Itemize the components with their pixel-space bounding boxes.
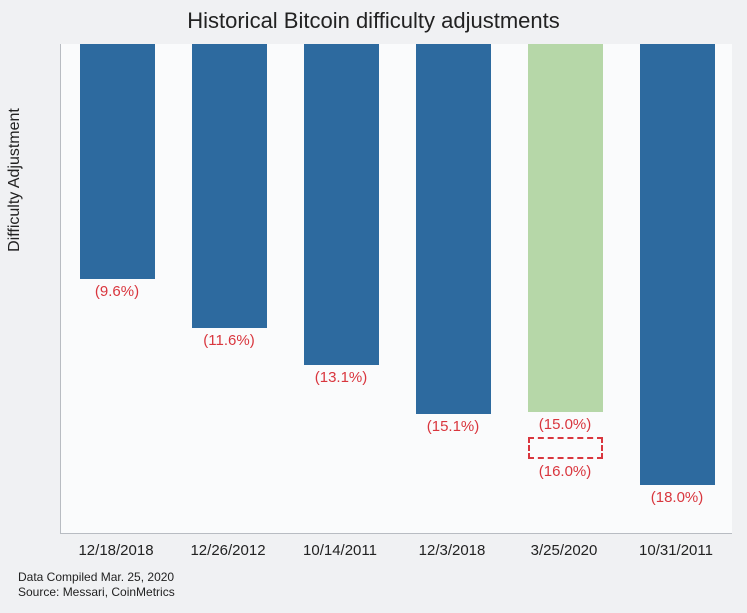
x-category-label: 12/26/2012 [190, 542, 265, 559]
chart-title: Historical Bitcoin difficulty adjustment… [0, 8, 747, 34]
x-category-label: 12/3/2018 [419, 542, 486, 559]
bar-value-label: (9.6%) [95, 283, 139, 300]
bar-fill [416, 44, 491, 414]
x-category-label: 10/14/2011 [303, 542, 377, 559]
bar: (11.6%) [192, 44, 267, 534]
bar-value-label: (18.0%) [651, 489, 704, 506]
plot-area: (9.6%) (11.6%) (13.1%) (15.1%) (15.0%) (16.0%… [60, 44, 732, 534]
y-axis-label: Difficulty Adjustment [6, 108, 24, 252]
footer-source-line: Source: Messari, CoinMetrics [18, 585, 175, 601]
bar-value-label: (15.0%) [539, 416, 592, 433]
bar-value-label: (13.1%) [315, 369, 368, 386]
bar: (18.0%) [640, 44, 715, 534]
secondary-range-box [528, 437, 603, 459]
bar-fill [640, 44, 715, 485]
bar-value-label: (15.1%) [427, 418, 480, 435]
footer-compiled-line: Data Compiled Mar. 25, 2020 [18, 570, 175, 586]
x-category-label: 3/25/2020 [531, 542, 598, 559]
bar: (15.1%) [416, 44, 491, 534]
bar-fill [304, 44, 379, 365]
chart-footer: Data Compiled Mar. 25, 2020 Source: Mess… [18, 570, 175, 601]
bar: (9.6%) [80, 44, 155, 534]
secondary-value-label: (16.0%) [539, 463, 592, 480]
bar: (15.0%) (16.0%) [528, 44, 603, 534]
bar-fill [528, 44, 603, 412]
chart-container: Historical Bitcoin difficulty adjustment… [0, 0, 747, 613]
bar: (13.1%) [304, 44, 379, 534]
bar-fill [192, 44, 267, 328]
x-category-label: 12/18/2018 [78, 542, 153, 559]
bar-value-label: (11.6%) [203, 332, 254, 349]
x-category-label: 10/31/2011 [639, 542, 713, 559]
bar-fill [80, 44, 155, 279]
